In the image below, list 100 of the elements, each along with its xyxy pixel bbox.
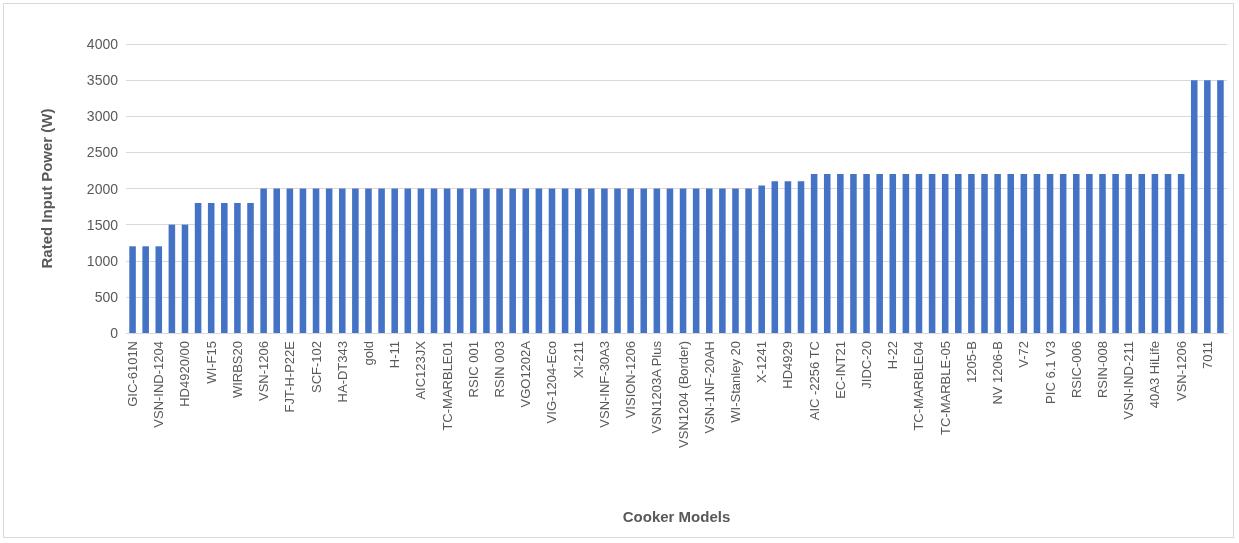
bar <box>601 188 608 333</box>
bar <box>614 188 621 333</box>
bar <box>352 188 359 333</box>
bar <box>260 188 267 333</box>
x-tick-label: GIC-6101N <box>125 341 141 407</box>
x-tick-label: TC-MARBLE04 <box>911 341 927 431</box>
bar <box>378 188 385 333</box>
bar <box>732 188 739 333</box>
bar <box>1190 80 1198 333</box>
x-tick-label: VSN-IND-211 <box>1121 341 1137 420</box>
bar <box>142 246 149 333</box>
bar <box>417 188 425 333</box>
y-tick-label: 1500 <box>86 216 119 233</box>
bar <box>247 202 254 333</box>
x-tick-label: V-72 <box>1016 341 1032 368</box>
bar <box>338 188 346 333</box>
bar <box>784 181 792 333</box>
bar <box>837 174 844 333</box>
x-tick-label: VSN-1206 <box>256 341 272 401</box>
x-tick-label: XI-211 <box>570 341 586 379</box>
bar <box>876 174 883 333</box>
bar <box>207 202 215 333</box>
bar <box>168 224 176 333</box>
x-tick-label: AIC123JX <box>413 340 429 400</box>
bar <box>640 188 648 333</box>
x-tick-label: AIC -2256 TC <box>806 341 822 421</box>
bar <box>1086 174 1093 333</box>
x-tick-label: VSN-1NF-20AH <box>701 341 717 434</box>
bar <box>299 188 307 333</box>
bar <box>535 188 543 333</box>
bar <box>155 246 163 333</box>
bar <box>968 174 975 333</box>
bar <box>666 188 674 333</box>
bar <box>129 246 136 333</box>
y-axis-title: Rated Input Power (W) <box>38 108 55 269</box>
bar <box>758 185 765 333</box>
bar <box>470 188 477 333</box>
bar <box>443 188 451 333</box>
x-tick-label: 40A3 HiLife <box>1147 341 1163 409</box>
bar <box>548 188 556 333</box>
x-tick-label: SCF-102 <box>308 341 324 394</box>
bar <box>705 188 713 333</box>
bar <box>574 188 582 333</box>
bar <box>1099 174 1106 333</box>
x-tick-label: H-11 <box>387 341 403 369</box>
bar <box>588 188 595 333</box>
y-tick-label: 1000 <box>86 252 119 269</box>
x-tick-label: HD4929 <box>780 341 796 389</box>
x-tick-label: EC-INT21 <box>832 341 848 399</box>
bar <box>273 188 281 333</box>
bar <box>234 202 241 333</box>
y-tick-label: 2000 <box>86 180 119 197</box>
y-tick-label: 500 <box>94 288 119 305</box>
y-tick-label: 4000 <box>86 36 119 52</box>
bar <box>679 188 687 333</box>
bar <box>1204 80 1211 333</box>
bar <box>850 174 857 333</box>
bar <box>928 174 936 333</box>
bar <box>509 188 516 333</box>
bar <box>404 188 412 333</box>
bar <box>1177 174 1185 333</box>
x-tick-label: JIDC-20 <box>859 341 875 389</box>
bar <box>1059 174 1067 333</box>
bar <box>483 188 490 333</box>
x-tick-label: RSIN-008 <box>1094 341 1110 399</box>
bar <box>325 188 333 333</box>
bar <box>627 188 634 333</box>
x-tick-label: VISION-1206 <box>623 341 639 419</box>
x-tick-label: gold <box>360 341 376 366</box>
bar <box>797 181 805 333</box>
bar <box>1033 174 1041 333</box>
bar <box>391 188 398 333</box>
x-tick-label: X-1241 <box>754 341 770 383</box>
bar <box>365 188 372 333</box>
bar <box>941 174 949 333</box>
x-tick-label: HA-DT343 <box>334 341 350 403</box>
bar <box>1046 174 1054 333</box>
x-tick-label: VSN-INF-30A3 <box>596 341 612 428</box>
y-tick-label: 2500 <box>86 144 119 161</box>
bar <box>1217 80 1224 333</box>
bar <box>994 174 1001 333</box>
bar <box>810 174 818 333</box>
bar <box>181 224 189 333</box>
x-tick-label: NV 1206-B <box>990 341 1006 405</box>
x-tick-label: VSN1203A Plus <box>649 340 665 434</box>
x-tick-label: RSIC-006 <box>1068 341 1084 399</box>
bar <box>221 202 228 333</box>
x-tick-label: TC-MARBLE01 <box>439 341 455 431</box>
x-tick-label: VSN-IND-1204 <box>151 341 167 428</box>
bar <box>1112 174 1119 333</box>
bar <box>902 174 910 333</box>
bar <box>286 188 294 333</box>
x-tick-label: VGO1202A <box>518 340 534 408</box>
bar <box>955 174 962 333</box>
bar <box>194 202 202 333</box>
bar <box>1138 174 1146 333</box>
y-tick-label: 3500 <box>86 72 119 89</box>
y-tick-label: 3000 <box>86 108 119 125</box>
bar <box>1164 174 1172 333</box>
bar <box>915 174 923 333</box>
